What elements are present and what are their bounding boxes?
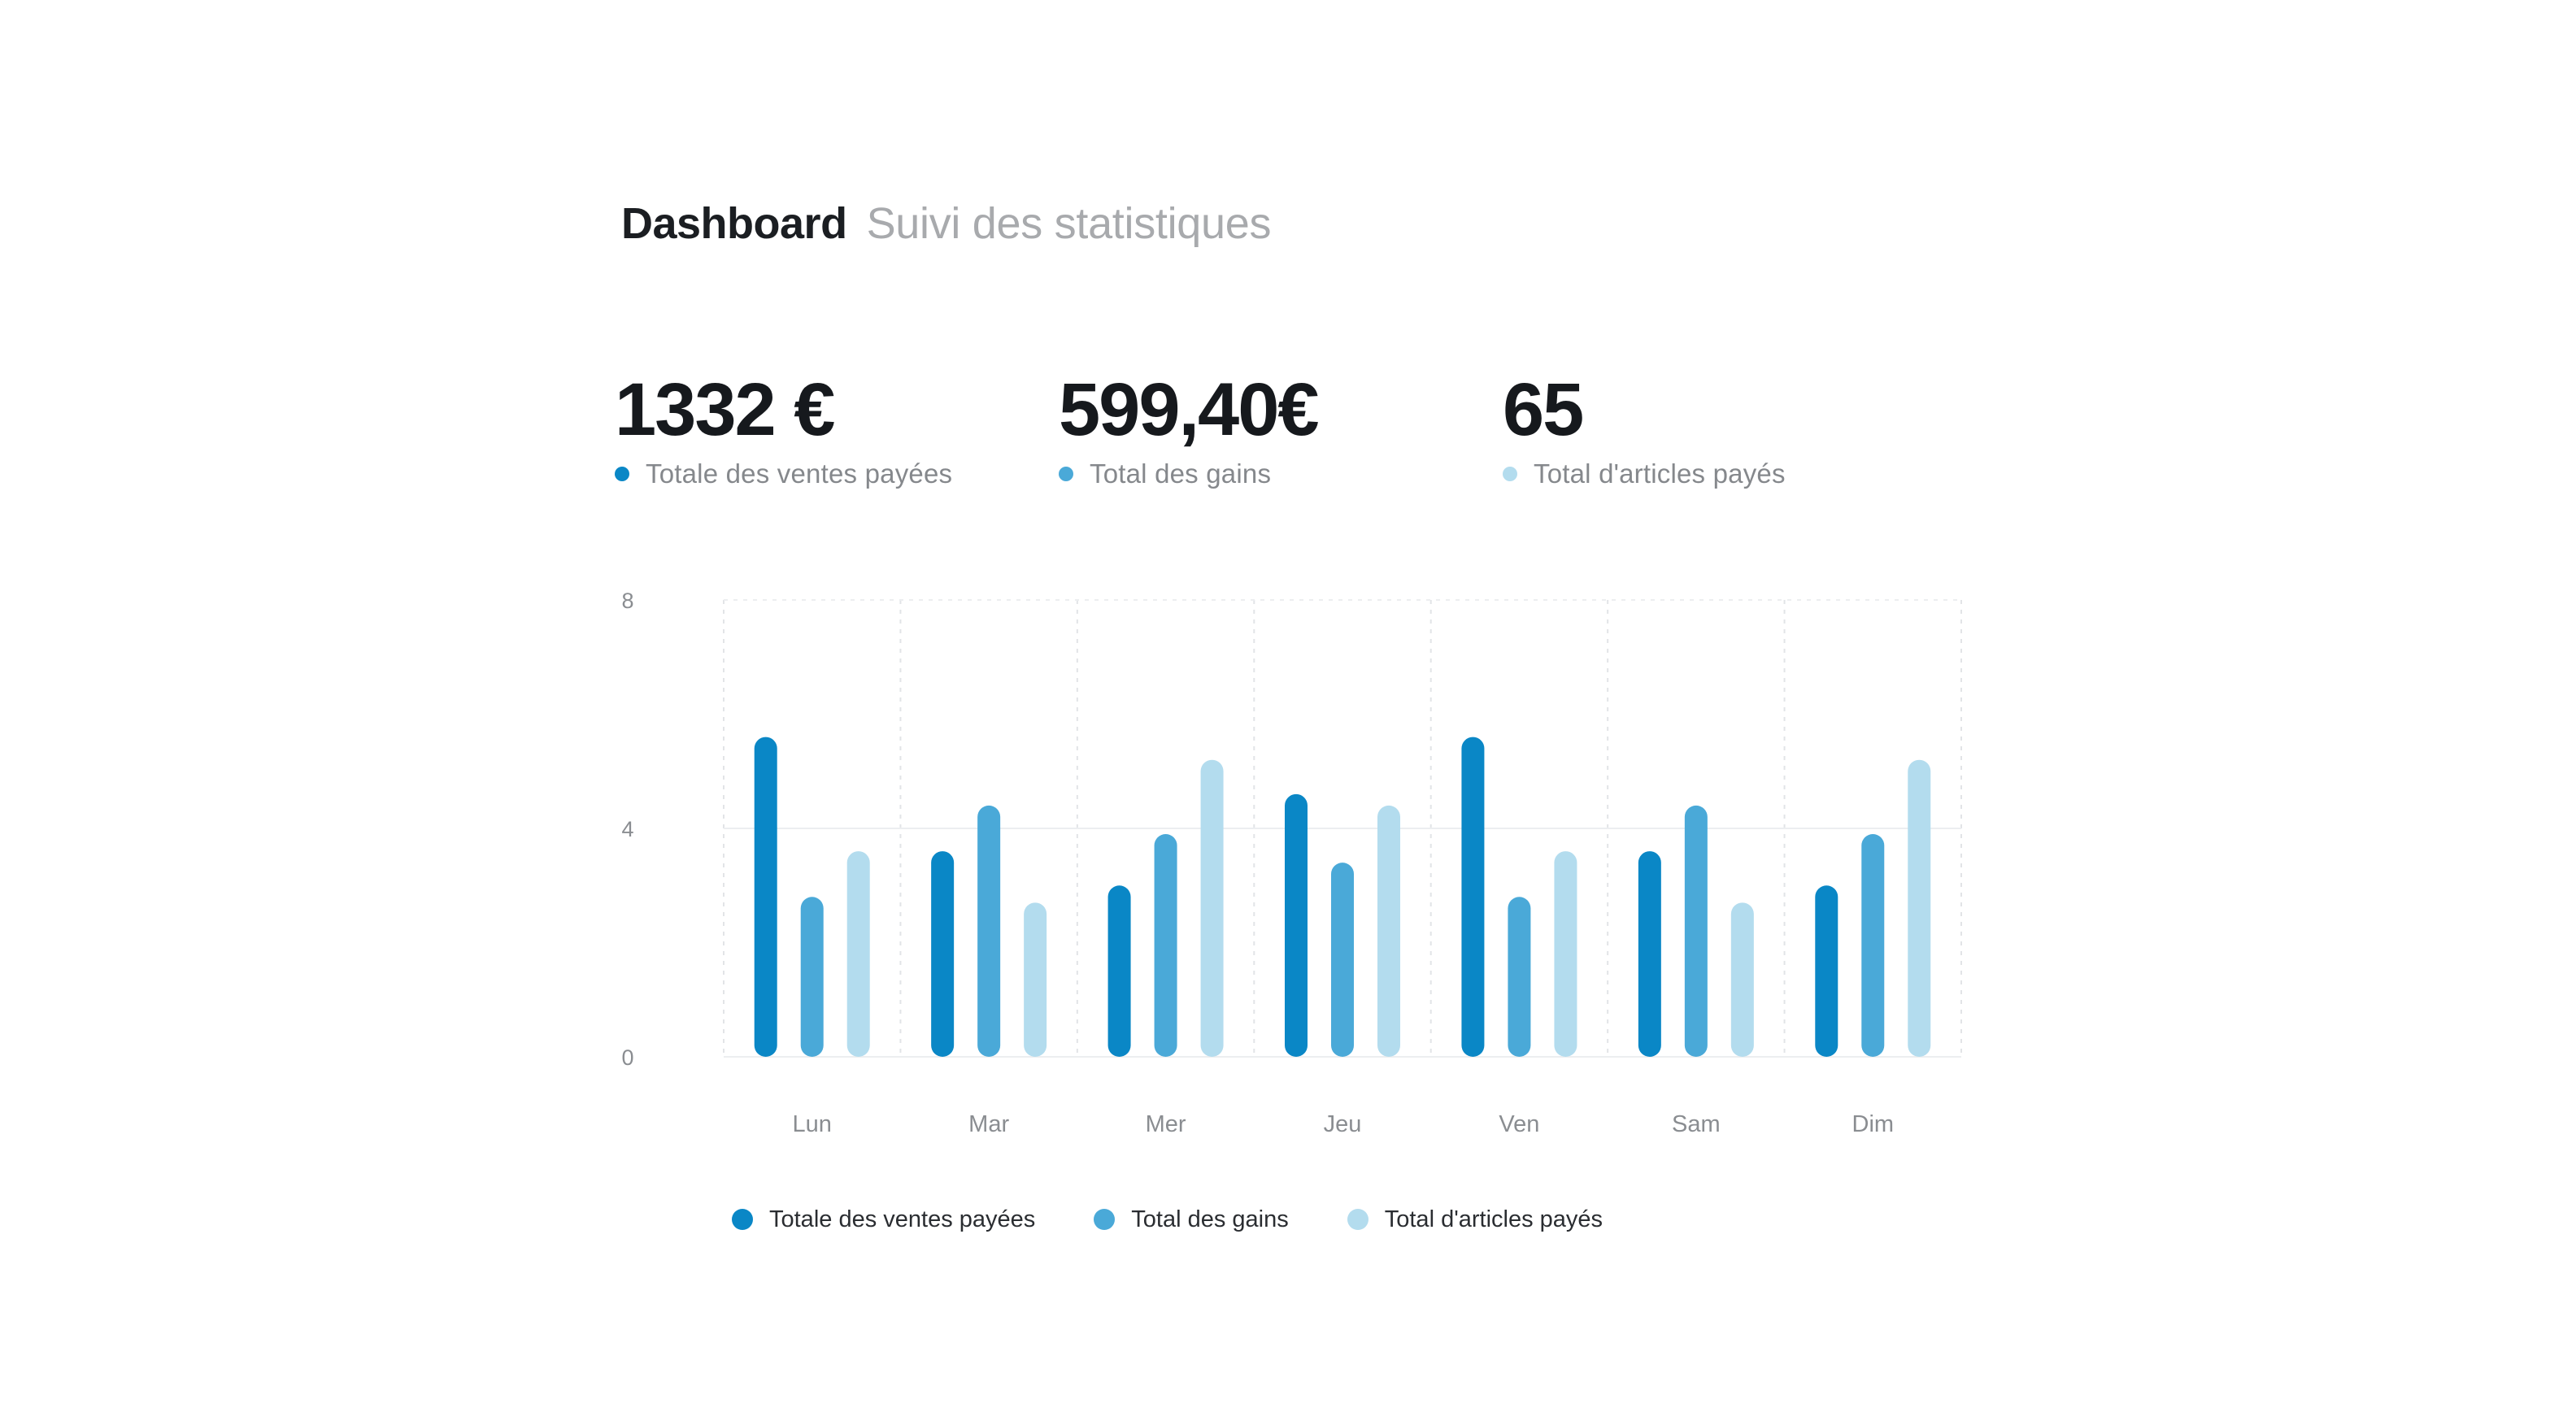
kpi-label: Total d'articles payés bbox=[1534, 458, 1786, 489]
bar bbox=[1861, 834, 1885, 1057]
page-header: Dashboard Suivi des statistiques bbox=[621, 198, 1272, 257]
series-color-dot bbox=[615, 467, 629, 481]
y-tick-label: 4 bbox=[621, 817, 633, 841]
bar bbox=[1024, 902, 1047, 1057]
bar bbox=[1154, 834, 1177, 1057]
chart-bars bbox=[754, 737, 1931, 1057]
legend-item[interactable]: Total des gains bbox=[1094, 1206, 1289, 1233]
bar bbox=[1200, 759, 1224, 1057]
legend-label: Totale des ventes payées bbox=[769, 1206, 1036, 1232]
kpi-label: Totale des ventes payées bbox=[646, 458, 953, 489]
bar bbox=[977, 805, 1001, 1057]
page-subtitle: Suivi des statistiques bbox=[866, 199, 1272, 248]
chart-legend: Totale des ventes payées Total des gains… bbox=[732, 1202, 1661, 1237]
kpi-total-sales: 1332 € Totale des ventes payées bbox=[615, 364, 1070, 489]
kpi-value: 65 bbox=[1503, 368, 1584, 451]
kpi-label: Total des gains bbox=[1090, 458, 1272, 489]
y-tick-label: 8 bbox=[621, 589, 633, 613]
bar bbox=[1331, 863, 1354, 1057]
x-tick-label: Jeu bbox=[1324, 1111, 1362, 1137]
x-tick-label: Dim bbox=[1852, 1111, 1895, 1137]
kpi-total-earnings: 599,40€ Total des gains bbox=[1059, 364, 1514, 489]
kpi-value: 599,40€ bbox=[1059, 368, 1320, 451]
legend-label: Total d'articles payés bbox=[1384, 1206, 1603, 1232]
bar bbox=[846, 851, 870, 1057]
bar bbox=[1508, 897, 1531, 1057]
bar bbox=[1908, 759, 1931, 1057]
x-tick-label: Sam bbox=[1672, 1111, 1721, 1137]
series-color-dot bbox=[1059, 467, 1073, 481]
kpi-value: 1332 € bbox=[615, 368, 835, 451]
x-tick-label: Lun bbox=[793, 1111, 832, 1137]
bar bbox=[1377, 805, 1400, 1057]
bar bbox=[1554, 851, 1577, 1057]
series-color-dot bbox=[1503, 467, 1517, 481]
kpi-total-items: 65 Total d'articles payés bbox=[1503, 364, 1958, 489]
x-tick-label: Mar bbox=[968, 1111, 1009, 1137]
series-color-dot bbox=[732, 1209, 753, 1230]
legend-label: Total des gains bbox=[1131, 1206, 1289, 1232]
bar bbox=[754, 737, 777, 1057]
bar bbox=[1684, 805, 1708, 1057]
bar bbox=[1461, 737, 1485, 1057]
x-tick-label: Mer bbox=[1146, 1111, 1186, 1137]
bar bbox=[1107, 885, 1131, 1057]
bar bbox=[1730, 902, 1754, 1057]
page-title: Dashboard bbox=[621, 199, 847, 248]
bar bbox=[1815, 885, 1838, 1057]
bar bbox=[931, 851, 955, 1057]
bar bbox=[1638, 851, 1661, 1057]
series-color-dot bbox=[1094, 1209, 1116, 1230]
series-color-dot bbox=[1347, 1209, 1368, 1230]
legend-item[interactable]: Total d'articles payés bbox=[1347, 1206, 1603, 1233]
chart-labels: 0 4 8 Lun Mar Mer Jeu Ven Sam Dim bbox=[621, 589, 1894, 1137]
bar bbox=[800, 897, 824, 1057]
bar bbox=[1285, 793, 1308, 1057]
legend-item[interactable]: Totale des ventes payées bbox=[732, 1206, 1035, 1233]
x-tick-label: Ven bbox=[1499, 1111, 1539, 1137]
y-tick-label: 0 bbox=[621, 1045, 633, 1070]
